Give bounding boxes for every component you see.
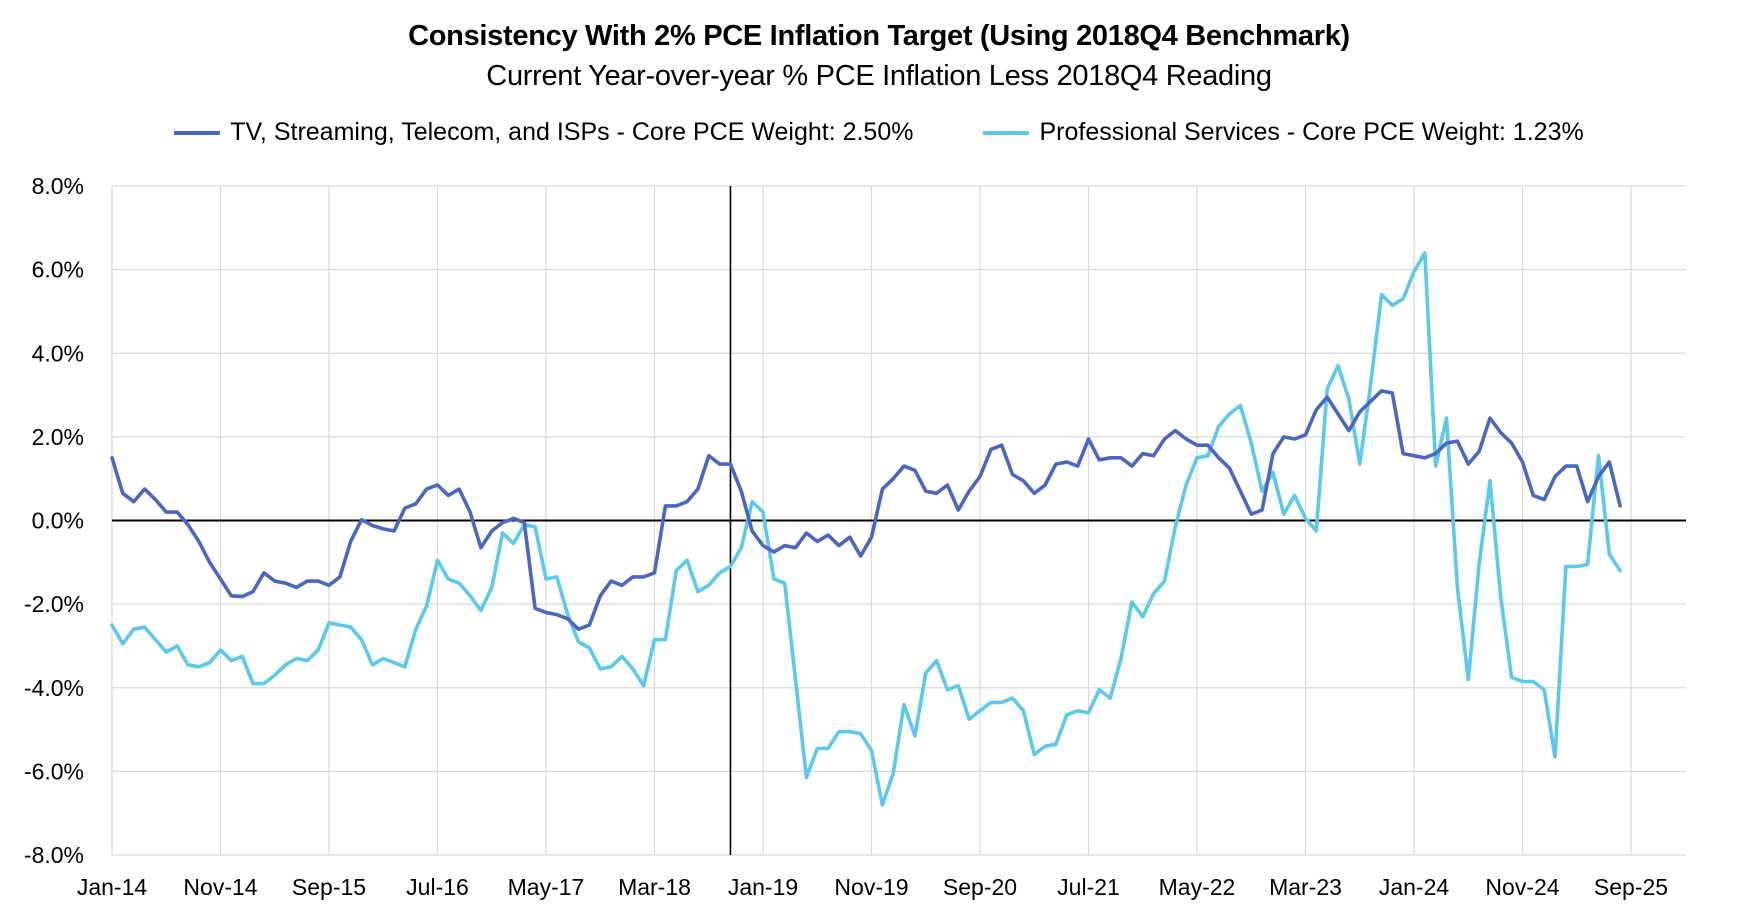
- legend-swatch-tv-streaming: [174, 130, 221, 135]
- legend-swatch-professional-services: [983, 130, 1030, 135]
- y-tick-label: -4.0%: [24, 675, 84, 701]
- chart-title: Consistency With 2% PCE Inflation Target…: [408, 20, 1350, 52]
- y-tick-label: -6.0%: [24, 758, 84, 784]
- x-tick-label: Jan-14: [77, 874, 148, 900]
- x-tick-label: Nov-24: [1485, 874, 1559, 900]
- x-tick-label: Sep-20: [943, 874, 1017, 900]
- legend-entry-professional-services: Professional Services - Core PCE Weight:…: [983, 118, 1584, 147]
- legend-label-tv-streaming: TV, Streaming, Telecom, and ISPs - Core …: [230, 118, 914, 146]
- x-tick-label: Jul-21: [1057, 874, 1120, 900]
- x-tick-label: Sep-25: [1594, 874, 1668, 900]
- x-tick-label: Mar-18: [618, 874, 691, 900]
- y-tick-label: 8.0%: [32, 173, 84, 199]
- y-tick-label: 4.0%: [32, 340, 84, 366]
- y-tick-label: 2.0%: [32, 424, 84, 450]
- x-tick-label: Nov-19: [834, 874, 908, 900]
- x-tick-label: May-22: [1159, 874, 1236, 900]
- x-tick-label: Mar-23: [1269, 874, 1342, 900]
- y-tick-label: -8.0%: [24, 842, 84, 868]
- series-line-tv-streaming: [110, 389, 1622, 632]
- legend-label-professional-services: Professional Services - Core PCE Weight:…: [1039, 118, 1584, 146]
- y-tick-label: -2.0%: [24, 591, 84, 617]
- series-line-professional-services: [110, 251, 1622, 807]
- y-tick-label: 0.0%: [32, 508, 84, 534]
- x-tick-label: Jul-16: [406, 874, 469, 900]
- x-tick-label: Jan-19: [728, 874, 798, 900]
- x-tick-label: Sep-15: [292, 874, 366, 900]
- chart-subtitle: Current Year-over-year % PCE Inflation L…: [486, 60, 1272, 92]
- x-tick-label: Jan-24: [1379, 874, 1450, 900]
- legend: TV, Streaming, Telecom, and ISPs - Core …: [0, 118, 1758, 147]
- legend-entry-tv-streaming: TV, Streaming, Telecom, and ISPs - Core …: [174, 118, 913, 147]
- y-tick-label: 6.0%: [32, 257, 84, 283]
- x-tick-label: May-17: [508, 874, 585, 900]
- x-tick-label: Nov-14: [183, 874, 257, 900]
